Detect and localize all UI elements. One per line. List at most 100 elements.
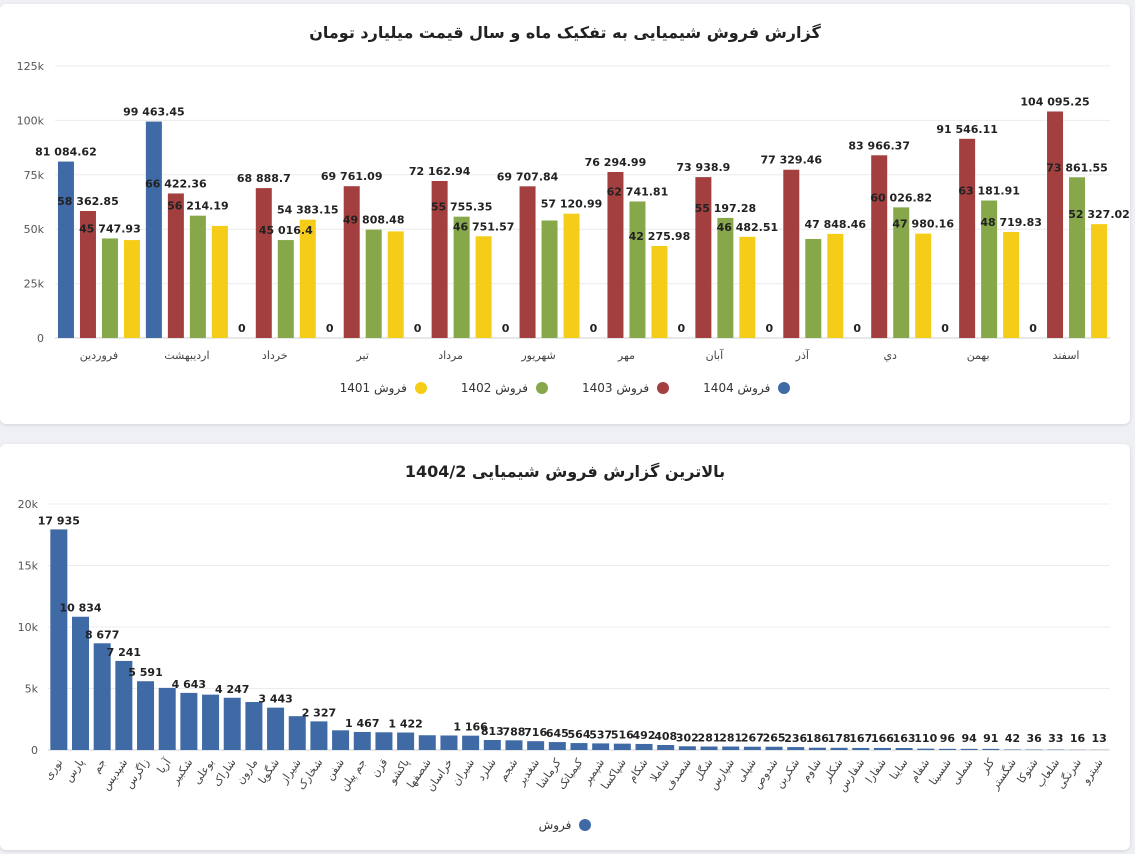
data-label: 0 bbox=[502, 322, 510, 335]
data-label: 66 422.36 bbox=[145, 177, 207, 190]
bar bbox=[629, 201, 646, 338]
data-label: 42 bbox=[1005, 732, 1020, 745]
legend-item-1404[interactable]: فروش 1404 bbox=[703, 381, 791, 395]
bar bbox=[101, 238, 118, 338]
data-label: 0 bbox=[326, 322, 334, 335]
data-label: 42 275.98 bbox=[629, 230, 691, 243]
x-tick-label: مرداد bbox=[438, 349, 463, 362]
y-tick-label: 50k bbox=[24, 223, 45, 236]
bar bbox=[189, 215, 206, 338]
data-label: 54 383.15 bbox=[277, 204, 339, 217]
data-label: 2 327 bbox=[302, 706, 336, 719]
bar bbox=[505, 740, 523, 750]
bar bbox=[717, 217, 734, 338]
data-label: 36 bbox=[1026, 732, 1042, 745]
bar bbox=[657, 744, 675, 750]
legend-label: فروش 1402 bbox=[460, 381, 528, 395]
data-label: 167 bbox=[849, 732, 872, 745]
data-label: 564 bbox=[568, 728, 591, 741]
data-label: 1 166 bbox=[453, 721, 488, 734]
bar bbox=[1003, 749, 1021, 750]
bar bbox=[938, 748, 956, 750]
bar bbox=[917, 748, 935, 750]
data-label: 0 bbox=[853, 322, 861, 335]
data-label: 4 643 bbox=[172, 678, 206, 691]
bar bbox=[483, 740, 501, 750]
data-label: 236 bbox=[784, 732, 807, 745]
x-tick-label: اسفند bbox=[1053, 349, 1080, 362]
x-tick-label: شاوم bbox=[799, 756, 824, 784]
data-label: 0 bbox=[941, 322, 949, 335]
grid-lines bbox=[55, 65, 1110, 339]
legend-label: فروش bbox=[538, 818, 572, 832]
legend-label: فروش 1401 bbox=[339, 381, 407, 395]
legend-item-1403[interactable]: فروش 1403 bbox=[582, 381, 670, 395]
data-label: 48 719.83 bbox=[980, 216, 1042, 229]
bar bbox=[700, 746, 718, 750]
bar bbox=[548, 742, 566, 750]
top-sales-chart-card: بالاترین گزارش فروش شیمیایی 1404/2 0 5k 10… bbox=[0, 444, 1130, 850]
data-label: 408 bbox=[654, 730, 677, 743]
legend-item-1402[interactable]: فروش 1402 bbox=[461, 381, 548, 395]
data-label: 81 084.62 bbox=[35, 146, 97, 159]
bar bbox=[960, 748, 978, 750]
bar bbox=[167, 193, 184, 338]
bar bbox=[563, 213, 580, 338]
bar bbox=[527, 741, 545, 750]
data-label: 0 bbox=[414, 322, 422, 335]
data-label: 68 888.7 bbox=[237, 172, 291, 185]
data-label: 265 bbox=[763, 732, 786, 745]
bar bbox=[695, 177, 712, 338]
bar bbox=[57, 161, 74, 338]
bar bbox=[613, 743, 631, 750]
y-tick-label: 0 bbox=[37, 332, 44, 345]
data-label: 46 751.57 bbox=[453, 220, 515, 233]
bar bbox=[137, 681, 155, 750]
bar bbox=[1047, 111, 1064, 338]
x-tick-label: فروردین bbox=[80, 349, 118, 362]
bar bbox=[387, 231, 404, 338]
y-tick-label: 100k bbox=[17, 114, 45, 127]
data-label: 267 bbox=[741, 732, 764, 745]
bar bbox=[981, 200, 998, 338]
bar bbox=[353, 731, 371, 750]
bar bbox=[343, 186, 360, 338]
bar bbox=[158, 687, 176, 750]
data-label: 302 bbox=[676, 731, 699, 744]
data-label: 788 bbox=[502, 725, 525, 738]
y-tick-label: 10k bbox=[18, 621, 39, 634]
bar bbox=[211, 225, 228, 338]
data-label: 10 834 bbox=[59, 602, 101, 615]
y-tick-label: 125k bbox=[17, 60, 45, 73]
y-tick-label: 5k bbox=[25, 683, 39, 696]
data-label: 69 707.84 bbox=[497, 170, 559, 183]
legend-item-1401[interactable]: فروش 1401 bbox=[340, 381, 427, 395]
bar bbox=[453, 216, 470, 338]
data-label: 3 443 bbox=[258, 693, 292, 706]
data-label: 94 bbox=[961, 732, 977, 745]
data-label: 83 966.37 bbox=[848, 139, 910, 152]
bar bbox=[50, 529, 68, 750]
data-label: 49 808.48 bbox=[343, 214, 405, 227]
data-label: 0 bbox=[765, 322, 773, 335]
x-tick-label: ساینا bbox=[887, 756, 910, 782]
y-tick-label: 25k bbox=[24, 278, 45, 291]
data-label: 281 bbox=[698, 732, 721, 745]
y-tick-label: 20k bbox=[18, 498, 39, 511]
bar bbox=[895, 747, 913, 750]
data-label: 73 938.9 bbox=[676, 161, 730, 174]
data-label: 492 bbox=[633, 729, 656, 742]
y-tick-label: 15k bbox=[18, 560, 39, 573]
bar bbox=[959, 138, 976, 338]
bar bbox=[115, 660, 133, 750]
data-label: 45 747.93 bbox=[79, 222, 141, 235]
legend-item-sales[interactable]: فروش bbox=[539, 818, 592, 832]
x-tick-label: تیر bbox=[355, 349, 368, 362]
bar bbox=[607, 171, 624, 338]
data-label: 77 329.46 bbox=[760, 154, 822, 167]
bar bbox=[871, 155, 888, 338]
bar bbox=[678, 746, 696, 750]
data-label: 45 016.4 bbox=[259, 224, 313, 237]
legend-label: فروش 1403 bbox=[582, 381, 650, 395]
data-label: 57 120.99 bbox=[541, 198, 603, 211]
